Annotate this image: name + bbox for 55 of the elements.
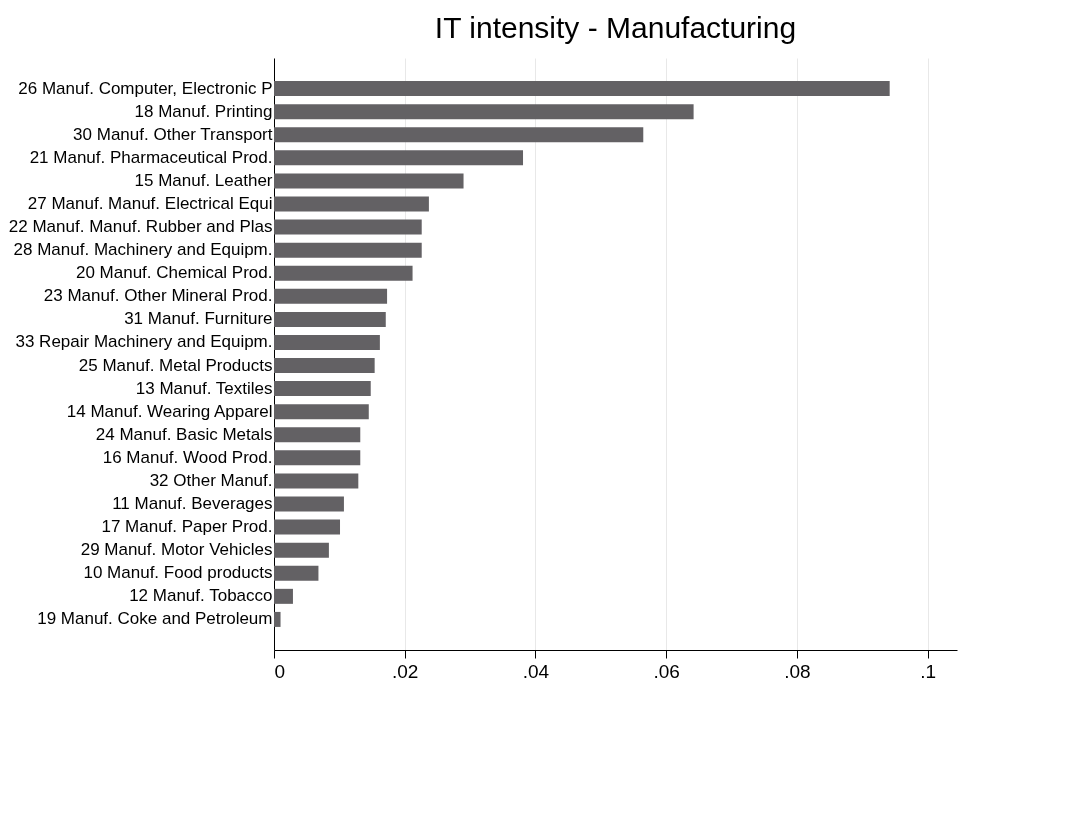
bar xyxy=(274,565,319,581)
chart-title: IT intensity - Manufacturing xyxy=(434,11,797,44)
y-tick-label: 31 Manuf. Furniture xyxy=(124,309,273,329)
bar xyxy=(274,242,422,258)
x-tick-label: 0 xyxy=(274,660,286,682)
y-tick-label: 20 Manuf. Chemical Prod. xyxy=(75,263,273,283)
bar xyxy=(274,519,341,535)
bar xyxy=(274,450,361,466)
y-tick-label: 21 Manuf. Pharmaceutical Prod. xyxy=(29,147,273,167)
y-tick-label: 30 Manuf. Other Transport xyxy=(73,124,273,144)
bar xyxy=(274,427,361,443)
y-tick-label: 26 Manuf. Computer, Electronic P xyxy=(18,78,273,98)
x-tick-label: .1 xyxy=(920,660,937,682)
y-tick-label: 17 Manuf. Paper Prod. xyxy=(101,517,273,537)
y-tick-label: 16 Manuf. Wood Prod. xyxy=(102,447,273,467)
bar xyxy=(274,381,371,397)
bar xyxy=(274,288,388,304)
bar xyxy=(274,496,344,512)
y-tick-label: 11 Manuf. Beverages xyxy=(112,494,273,514)
y-tick-label: 22 Manuf. Manuf. Rubber and Plas xyxy=(8,217,273,237)
bar xyxy=(274,473,359,489)
y-tick-label: 13 Manuf. Textiles xyxy=(135,378,273,398)
bar xyxy=(274,104,694,120)
y-tick-label: 28 Manuf. Machinery and Equipm. xyxy=(13,240,273,260)
y-tick-label: 15 Manuf. Leather xyxy=(134,170,273,190)
bar xyxy=(274,265,413,281)
y-tick-label: 32 Other Manuf. xyxy=(149,470,273,490)
x-tick-label: .02 xyxy=(392,660,419,682)
y-tick-label: 29 Manuf. Motor Vehicles xyxy=(80,540,273,560)
bar xyxy=(274,127,644,143)
bar xyxy=(274,404,369,420)
x-tick-label: .08 xyxy=(784,660,811,682)
bar xyxy=(274,588,293,604)
bar xyxy=(274,611,281,627)
bar xyxy=(274,150,524,166)
bar xyxy=(274,81,890,97)
y-tick-label: 14 Manuf. Wearing Apparel xyxy=(66,401,273,421)
y-tick-label: 25 Manuf. Metal Products xyxy=(78,355,273,375)
bar xyxy=(274,358,375,374)
y-tick-label: 24 Manuf. Basic Metals xyxy=(95,424,273,444)
bar xyxy=(274,334,380,350)
bar xyxy=(274,542,329,558)
bar xyxy=(274,196,429,212)
bar xyxy=(274,219,422,235)
y-tick-label: 12 Manuf. Tobacco xyxy=(129,586,273,606)
y-tick-label: 18 Manuf. Printing xyxy=(134,101,273,121)
y-tick-label: 10 Manuf. Food products xyxy=(83,563,273,583)
y-tick-label: 23 Manuf. Other Mineral Prod. xyxy=(43,286,273,306)
bar xyxy=(274,173,464,189)
y-tick-label: 19 Manuf. Coke and Petroleum xyxy=(37,609,273,629)
x-tick-label: .04 xyxy=(522,660,550,682)
x-tick-label: .06 xyxy=(653,660,680,682)
y-tick-label: 27 Manuf. Manuf. Electrical Equi xyxy=(27,193,273,213)
y-tick-label: 33 Repair Machinery and Equipm. xyxy=(15,332,273,352)
bar xyxy=(274,311,386,327)
